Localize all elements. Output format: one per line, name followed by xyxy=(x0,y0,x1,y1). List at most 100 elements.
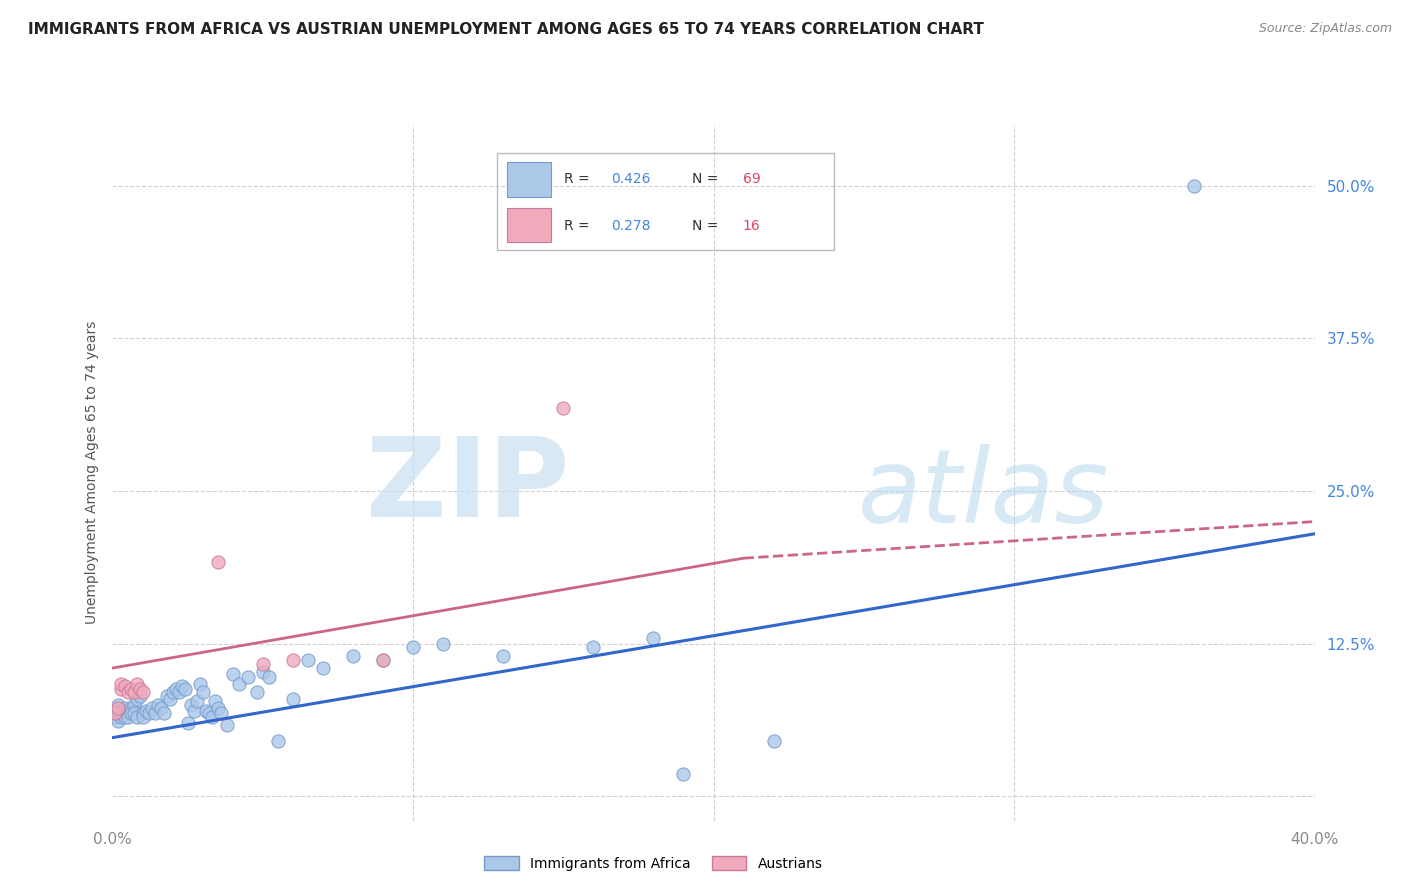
Point xyxy=(104,706,127,721)
Point xyxy=(165,681,187,696)
Point xyxy=(402,640,425,655)
Text: N =: N = xyxy=(692,172,723,186)
Point xyxy=(207,555,229,569)
Point xyxy=(107,714,129,728)
Point xyxy=(432,637,454,651)
Point xyxy=(176,716,198,731)
Point xyxy=(107,701,129,715)
Point xyxy=(120,706,142,721)
Point xyxy=(246,685,269,699)
Text: 0.278: 0.278 xyxy=(612,219,651,233)
Point xyxy=(191,685,214,699)
Legend: Immigrants from Africa, Austrians: Immigrants from Africa, Austrians xyxy=(479,850,828,876)
Text: 0.426: 0.426 xyxy=(612,172,651,186)
Point xyxy=(186,694,208,708)
Point xyxy=(762,734,785,748)
Text: IMMIGRANTS FROM AFRICA VS AUSTRIAN UNEMPLOYMENT AMONG AGES 65 TO 74 YEARS CORREL: IMMIGRANTS FROM AFRICA VS AUSTRIAN UNEMP… xyxy=(28,22,984,37)
Bar xyxy=(508,162,551,196)
Point xyxy=(104,704,127,718)
Text: N =: N = xyxy=(692,219,723,233)
Point xyxy=(104,710,127,724)
Point xyxy=(553,401,575,415)
Point xyxy=(312,661,335,675)
Point xyxy=(110,704,132,718)
Point xyxy=(114,701,136,715)
Point xyxy=(207,701,229,715)
Text: 16: 16 xyxy=(742,219,761,233)
Point xyxy=(188,677,211,691)
Point xyxy=(117,685,139,699)
Point xyxy=(114,710,136,724)
Point xyxy=(143,706,166,721)
Point xyxy=(342,648,364,663)
Point xyxy=(120,701,142,715)
Point xyxy=(170,679,193,693)
Point xyxy=(135,704,157,718)
Point xyxy=(194,704,217,718)
Point xyxy=(117,704,139,718)
Point xyxy=(107,706,129,721)
Point xyxy=(643,631,665,645)
Point xyxy=(159,691,181,706)
Point xyxy=(201,710,224,724)
Point xyxy=(141,701,163,715)
Text: 69: 69 xyxy=(742,172,761,186)
Point xyxy=(110,677,132,691)
Point xyxy=(252,665,274,679)
Point xyxy=(167,685,190,699)
Point xyxy=(173,681,195,696)
Text: ZIP: ZIP xyxy=(366,434,569,541)
Point xyxy=(110,706,132,721)
Point xyxy=(122,706,145,721)
Point xyxy=(257,670,280,684)
Text: R =: R = xyxy=(564,172,595,186)
Point xyxy=(125,710,148,724)
Point xyxy=(125,677,148,691)
Point xyxy=(180,698,202,712)
Bar xyxy=(508,208,551,243)
Text: atlas: atlas xyxy=(858,443,1109,543)
Point xyxy=(281,652,304,666)
Point xyxy=(122,685,145,699)
Y-axis label: Unemployment Among Ages 65 to 74 years: Unemployment Among Ages 65 to 74 years xyxy=(84,321,98,624)
Point xyxy=(125,691,148,706)
Point xyxy=(155,689,177,703)
Point xyxy=(162,685,184,699)
Point xyxy=(236,670,259,684)
Point xyxy=(582,640,605,655)
Point xyxy=(146,698,169,712)
Point xyxy=(197,706,219,721)
Point xyxy=(122,698,145,712)
Point xyxy=(128,681,150,696)
Point xyxy=(110,681,132,696)
Point xyxy=(149,701,172,715)
Point xyxy=(117,706,139,721)
Point xyxy=(107,698,129,712)
Point xyxy=(209,706,232,721)
Point xyxy=(228,677,250,691)
Point xyxy=(672,767,695,781)
Point xyxy=(1184,178,1206,193)
Point xyxy=(183,704,205,718)
Point xyxy=(110,710,132,724)
Point xyxy=(371,652,394,666)
Point xyxy=(104,706,127,721)
Point xyxy=(492,648,515,663)
Text: R =: R = xyxy=(564,219,595,233)
Point xyxy=(117,710,139,724)
Point xyxy=(131,706,153,721)
Point xyxy=(252,657,274,672)
Point xyxy=(120,681,142,696)
Point xyxy=(114,679,136,693)
Point xyxy=(138,706,160,721)
Point xyxy=(204,694,226,708)
Point xyxy=(281,691,304,706)
Point xyxy=(128,689,150,703)
Point xyxy=(267,734,290,748)
Point xyxy=(215,718,238,732)
Point xyxy=(152,706,174,721)
Text: Source: ZipAtlas.com: Source: ZipAtlas.com xyxy=(1258,22,1392,36)
Point xyxy=(131,685,153,699)
Point xyxy=(371,652,394,666)
Point xyxy=(131,710,153,724)
